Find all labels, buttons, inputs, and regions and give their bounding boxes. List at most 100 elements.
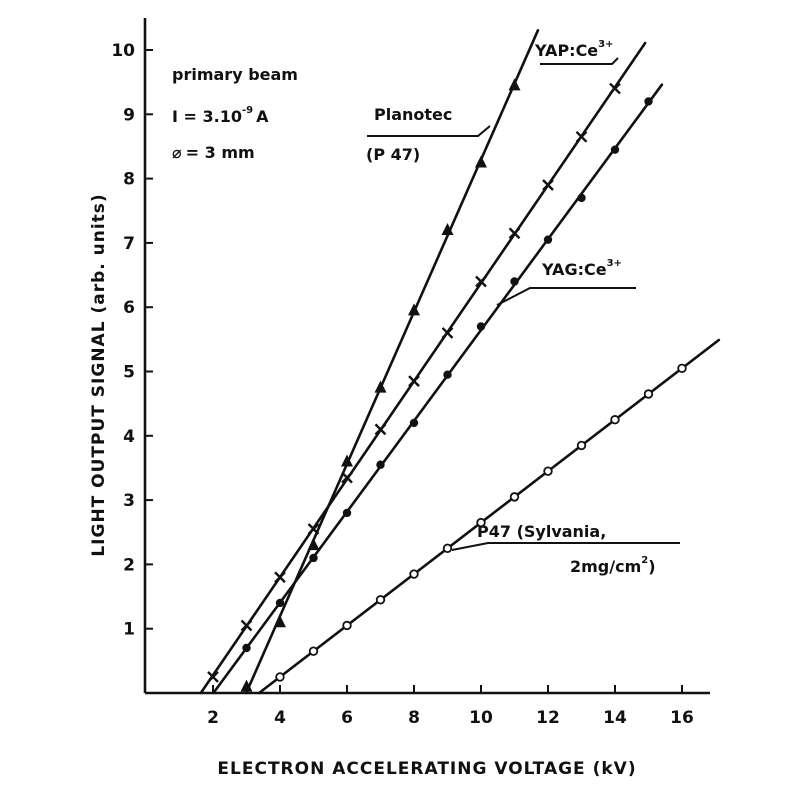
data-point <box>240 679 253 692</box>
label-yag-sup: 3+ <box>607 258 622 269</box>
annotation-current: I = 3.10 <box>172 107 242 126</box>
data-point <box>275 672 285 682</box>
y-tick-label: 10 <box>111 41 135 61</box>
annotation-current-exponent: -9 <box>242 105 253 116</box>
x-tick-label: 16 <box>670 708 694 728</box>
annotation-line-1: primary beam <box>172 65 298 84</box>
data-point <box>510 277 519 286</box>
data-point <box>577 193 586 203</box>
data-point <box>341 471 353 484</box>
data-point <box>509 492 520 502</box>
label-yag: YAG:Ce3+ <box>541 258 622 279</box>
leader-line-planotec <box>367 125 491 137</box>
series-line <box>244 29 540 695</box>
data-point <box>274 615 286 628</box>
series-line <box>212 83 664 695</box>
label-planotec-line-2: (P 47) <box>366 145 420 164</box>
data-point <box>476 517 486 528</box>
data-point <box>476 322 486 331</box>
x-axis-label: ELECTRON ACCELERATING VOLTAGE (kV) <box>217 759 636 779</box>
y-tick-label: 3 <box>123 491 135 511</box>
x-tick-label: 2 <box>207 708 219 728</box>
data-point <box>508 227 521 240</box>
label-planotec-line-1: Planotec <box>374 105 452 124</box>
y-axis-label: LIGHT OUTPUT SIGNAL (arb. units) <box>89 193 109 556</box>
data-point <box>575 130 588 143</box>
data-point <box>375 595 386 605</box>
label-p47-line-2: 2mg/cm2) <box>570 555 656 576</box>
data-point <box>442 543 453 554</box>
annotation-diameter: = 3 mm <box>186 143 255 162</box>
data-point <box>677 363 687 373</box>
data-point <box>309 553 318 563</box>
annotation-line-3: ⌀ = 3 mm <box>172 143 255 162</box>
data-point <box>610 415 620 425</box>
data-point <box>475 155 487 168</box>
x-tick-label: 12 <box>536 708 560 728</box>
data-point <box>441 223 454 236</box>
label-p47-close: ) <box>648 557 655 576</box>
data-point <box>409 569 419 579</box>
data-point <box>543 466 553 476</box>
data-point <box>341 454 353 467</box>
data-point <box>408 375 420 387</box>
data-point <box>307 523 320 535</box>
label-p47-unit-sup: 2 <box>641 555 648 566</box>
data-point <box>475 275 487 288</box>
data-point <box>543 235 553 244</box>
annotation-diameter-symbol: ⌀ <box>172 143 182 162</box>
data-point <box>240 619 253 632</box>
y-tick-label: 9 <box>123 105 135 125</box>
data-point <box>408 303 420 316</box>
y-tick-label: 5 <box>123 363 135 383</box>
x-tick-label: 14 <box>603 708 627 728</box>
data-point <box>441 327 454 339</box>
x-tick-label: 4 <box>274 708 286 728</box>
data-point <box>342 508 352 518</box>
label-yag-base: YAG:Ce <box>541 260 607 279</box>
data-point <box>609 82 621 95</box>
label-p47-unit: 2mg/cm <box>570 557 641 576</box>
leader-line-yag <box>496 287 636 306</box>
data-point <box>644 97 653 106</box>
series-2 <box>199 41 647 695</box>
label-yap: YAP:Ce3+ <box>534 39 614 60</box>
data-point <box>275 598 285 608</box>
data-point <box>374 423 387 436</box>
y-tick-label: 4 <box>123 427 135 447</box>
y-tick-label: 1 <box>123 620 135 640</box>
data-point <box>242 643 251 653</box>
data-point <box>308 646 319 656</box>
data-point <box>207 671 219 683</box>
data-point <box>643 389 654 399</box>
x-tick-label: 6 <box>341 708 353 728</box>
label-p47-line-1: P47 (Sylvania, <box>477 522 606 541</box>
data-point <box>342 620 352 631</box>
series-4 <box>257 338 721 695</box>
label-yap-sup: 3+ <box>598 39 613 50</box>
data-point <box>576 440 587 451</box>
data-point <box>610 145 620 154</box>
leader-line-p47 <box>451 542 680 551</box>
data-point <box>542 179 554 191</box>
series-line <box>199 41 647 695</box>
annotation-current-unit: A <box>256 107 269 126</box>
x-tick-label: 8 <box>408 708 420 728</box>
series-line <box>257 338 721 695</box>
data-point <box>376 460 385 469</box>
series-3 <box>212 83 664 695</box>
label-yap-base: YAP:Ce <box>534 41 598 60</box>
y-tick-label: 7 <box>123 234 135 254</box>
data-point <box>374 380 387 393</box>
x-tick-label: 10 <box>469 708 493 728</box>
y-tick-label: 2 <box>123 555 135 575</box>
y-tick-label: 6 <box>123 298 135 318</box>
y-tick-label: 8 <box>123 170 135 190</box>
data-point <box>274 571 286 584</box>
annotation-line-2: I = 3.10-9 A <box>172 105 269 126</box>
data-point <box>307 538 320 551</box>
data-point <box>443 370 452 379</box>
data-point <box>508 78 521 91</box>
data-point <box>409 418 419 428</box>
